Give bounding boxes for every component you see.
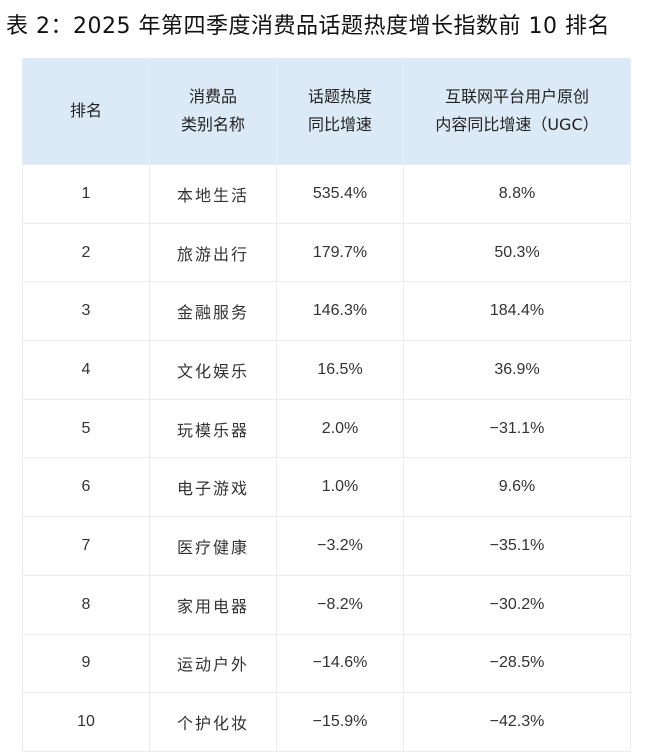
header-line: 同比增速 [307,115,372,134]
category-cell: 家用电器 [149,574,277,635]
table-row: 4 文化娱乐 16.5% 36.9% [22,340,631,400]
category-cell: 运动户外 [149,633,277,694]
rank-cell: 8 [22,574,150,635]
ugc-growth-cell: 50.3% [403,222,631,283]
ugc-growth-cell: −28.5% [403,633,631,694]
topic-growth-cell: 16.5% [276,340,404,400]
table-row: 10 个护化妆 −15.9% −42.3% [22,692,631,752]
table-row: 7 医疗健康 −3.2% −35.1% [22,516,631,576]
table-row: 8 家用电器 −8.2% −30.2% [22,574,631,635]
column-header: 消费品 类别名称 [149,58,277,165]
ugc-growth-cell: −42.3% [403,692,631,752]
table-row: 5 玩模乐器 2.0% −31.1% [22,398,631,459]
rank-cell: 6 [22,457,150,518]
topic-growth-cell: 2.0% [276,398,404,459]
rank-cell: 2 [22,222,150,283]
header-line: 消费品 [188,87,237,106]
table-row: 2 旅游出行 179.7% 50.3% [22,222,631,283]
ugc-growth-cell: −30.2% [403,574,631,635]
topic-growth-cell: −15.9% [276,692,404,752]
column-header: 互联网平台用户原创 内容同比增速（UGC） [403,58,631,165]
table-row: 3 金融服务 146.3% 184.4% [22,281,631,342]
topic-growth-cell: −8.2% [276,574,404,635]
category-cell: 个护化妆 [149,692,277,752]
table-row: 9 运动户外 −14.6% −28.5% [22,633,631,694]
category-cell: 文化娱乐 [149,340,277,400]
ugc-growth-cell: 184.4% [403,281,631,342]
topic-growth-cell: −14.6% [276,633,404,694]
rank-cell: 3 [22,281,150,342]
column-header: 排名 [22,58,150,165]
header-line: 内容同比增速（UGC） [435,115,599,134]
category-cell: 本地生活 [149,164,277,224]
ugc-growth-cell: 8.8% [403,164,631,224]
ugc-growth-cell: −35.1% [403,516,631,576]
rank-cell: 1 [22,164,150,224]
header-row: 排名 消费品 类别名称 话题热度 同比增速 互联网平台用户原创 内容同比增速（UGC） [22,58,631,165]
rank-cell: 9 [22,633,150,694]
topic-growth-cell: 535.4% [276,164,404,224]
category-cell: 医疗健康 [149,516,277,576]
category-cell: 电子游戏 [149,457,277,518]
header-line: 话题热度 [307,87,372,106]
topic-growth-cell: 146.3% [276,281,404,342]
header-line: 排名 [69,101,102,120]
category-cell: 玩模乐器 [149,398,277,459]
rank-cell: 10 [22,692,150,752]
rank-cell: 7 [22,516,150,576]
ugc-growth-cell: 9.6% [403,457,631,518]
header-line: 类别名称 [180,115,245,134]
rank-cell: 5 [22,398,150,459]
ugc-growth-cell: 36.9% [403,340,631,400]
category-cell: 旅游出行 [149,222,277,283]
column-header: 话题热度 同比增速 [276,58,404,165]
topic-growth-cell: −3.2% [276,516,404,576]
table-row: 1 本地生活 535.4% 8.8% [22,164,631,224]
category-cell: 金融服务 [149,281,277,342]
ugc-growth-cell: −31.1% [403,398,631,459]
rank-cell: 4 [22,340,150,400]
table-title: 表 2：2025 年第四季度消费品话题热度增长指数前 10 排名 [6,14,610,39]
topic-growth-cell: 179.7% [276,222,404,283]
topic-growth-cell: 1.0% [276,457,404,518]
table-row: 6 电子游戏 1.0% 9.6% [22,457,631,518]
header-line: 互联网平台用户原创 [444,87,589,106]
